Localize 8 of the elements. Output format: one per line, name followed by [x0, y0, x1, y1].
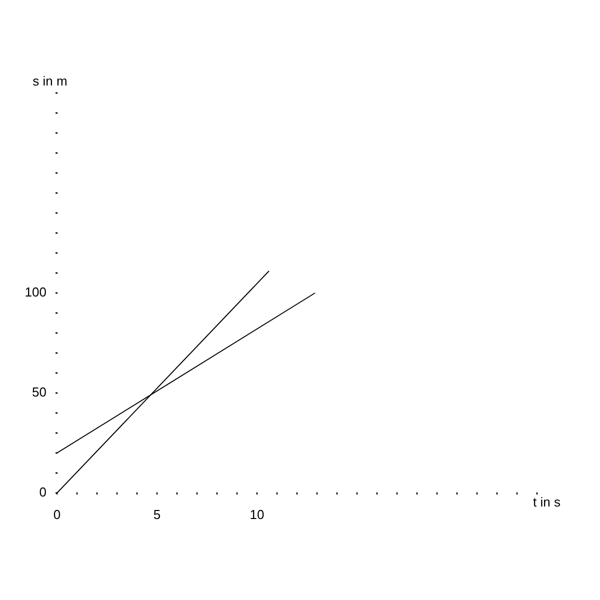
x-tick-label: 5: [153, 506, 161, 522]
x-axis-title: t in s: [533, 494, 561, 510]
y-axis-title: s in m: [32, 74, 68, 89]
y-tick-label: 0: [39, 484, 46, 500]
x-tick-label: 0: [53, 506, 61, 522]
y-tick-label: 100: [24, 284, 46, 300]
x-tick-label: 10: [250, 506, 264, 522]
y-tick-label: 50: [32, 384, 46, 400]
